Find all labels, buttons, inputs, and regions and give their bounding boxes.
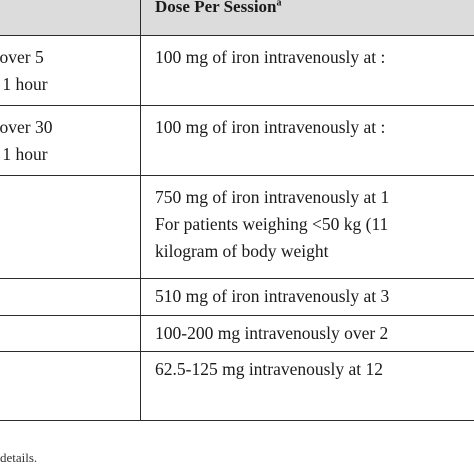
table-header-row: Dose Per Sessiona [0, 0, 474, 36]
table-cell-dose: 100 mg of iron intravenously at : [140, 105, 474, 176]
table-cell-left: mL) over 5 nitor 1 hour [0, 35, 141, 106]
cell-line: 100-200 mg intravenously over 2 [155, 323, 389, 343]
cell-line: For patients weighing <50 kg (11 [155, 214, 389, 234]
table-row: 100-200 mg intravenously over 2 [0, 315, 474, 352]
cell-line: 510 mg of iron intravenously at 3 [155, 286, 390, 306]
table-cell-dose: 100-200 mg intravenously over 2 [140, 315, 474, 352]
table-cell-left [0, 315, 141, 352]
footnote-marker: a [276, 0, 282, 9]
table-footnote: details. [0, 450, 38, 465]
table-cell-left [0, 351, 141, 421]
cell-line: 750 mg of iron intravenously at 1 [155, 187, 390, 207]
cell-line: nitor 1 hour [0, 74, 48, 94]
table-row: mL) over 30 nitor 1 hour 100 mg of iron … [0, 105, 474, 176]
table-row: 510 mg of iron intravenously at 3 [0, 278, 474, 316]
iron-dosing-table: Dose Per Sessiona mL) over 5 nitor 1 hou… [0, 0, 474, 421]
cell-line: 62.5-125 mg intravenously at 12 [155, 359, 383, 379]
table-row: mL) over 5 nitor 1 hour 100 mg of iron i… [0, 35, 474, 106]
header-cell-dose: Dose Per Sessiona [140, 0, 474, 36]
cell-line: mL) over 5 [0, 47, 44, 67]
table-cell-dose: 62.5-125 mg intravenously at 12 [140, 351, 474, 421]
table-cell-dose: 750 mg of iron intravenously at 1 For pa… [140, 175, 474, 279]
table-cell-left: mL) over 30 nitor 1 hour [0, 105, 141, 176]
table-cell-left [0, 175, 141, 279]
cell-line: nitor 1 hour [0, 144, 48, 164]
table-row: 750 mg of iron intravenously at 1 For pa… [0, 175, 474, 279]
table-cell-dose: 510 mg of iron intravenously at 3 [140, 278, 474, 316]
cell-line: mL) over 30 [0, 117, 53, 137]
table-row: 62.5-125 mg intravenously at 12 [0, 351, 474, 421]
table-cell-left [0, 278, 141, 316]
header-dose-label: Dose Per Session [155, 0, 277, 16]
header-cell-regimen [0, 0, 141, 36]
cell-line: kilogram of body weight [155, 241, 329, 261]
table-cell-dose: 100 mg of iron intravenously at : [140, 35, 474, 106]
cell-line: 100 mg of iron intravenously at : [155, 117, 386, 137]
cell-line: 100 mg of iron intravenously at : [155, 47, 386, 67]
